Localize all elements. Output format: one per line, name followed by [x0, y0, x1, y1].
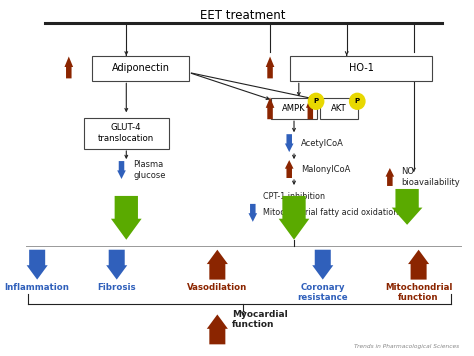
FancyBboxPatch shape: [272, 98, 317, 119]
Polygon shape: [266, 97, 274, 119]
Text: Plasma
glucose: Plasma glucose: [133, 160, 165, 180]
Text: Trends in Pharmacological Sciences: Trends in Pharmacological Sciences: [354, 344, 459, 349]
Text: Inflammation: Inflammation: [5, 283, 70, 292]
Polygon shape: [285, 134, 293, 152]
Text: NO
bioavailability: NO bioavailability: [401, 167, 460, 187]
Polygon shape: [106, 250, 127, 279]
FancyBboxPatch shape: [320, 98, 358, 119]
Text: Coronary
resistance: Coronary resistance: [298, 283, 348, 302]
Circle shape: [309, 93, 324, 109]
Polygon shape: [207, 314, 228, 344]
Polygon shape: [266, 57, 274, 78]
Polygon shape: [117, 161, 126, 179]
FancyBboxPatch shape: [92, 56, 189, 81]
Polygon shape: [385, 168, 394, 186]
Text: HO-1: HO-1: [349, 63, 374, 73]
Text: MalonylCoA: MalonylCoA: [301, 164, 350, 173]
Text: Adiponectin: Adiponectin: [112, 63, 170, 73]
Polygon shape: [285, 160, 293, 178]
Text: Mitochondrial
function: Mitochondrial function: [385, 283, 452, 302]
Text: GLUT-4
translocation: GLUT-4 translocation: [98, 124, 155, 143]
Polygon shape: [392, 189, 422, 225]
Polygon shape: [111, 196, 142, 240]
Text: EET treatment: EET treatment: [201, 9, 286, 22]
Polygon shape: [248, 204, 257, 222]
Polygon shape: [408, 250, 429, 279]
Text: AcetylCoA: AcetylCoA: [301, 138, 344, 148]
Text: Mitochondrial fatty acid oxidation: Mitochondrial fatty acid oxidation: [264, 208, 399, 218]
Text: Vasodilation: Vasodilation: [187, 283, 247, 292]
Polygon shape: [207, 250, 228, 279]
FancyBboxPatch shape: [83, 118, 169, 148]
Polygon shape: [27, 250, 48, 279]
Text: P: P: [313, 98, 319, 104]
Text: Myocardial
function: Myocardial function: [232, 310, 287, 329]
Text: CPT-1 inhibition: CPT-1 inhibition: [263, 192, 325, 201]
Circle shape: [350, 93, 365, 109]
Text: Fibrosis: Fibrosis: [97, 283, 136, 292]
Polygon shape: [312, 250, 333, 279]
Polygon shape: [64, 57, 73, 78]
FancyBboxPatch shape: [290, 56, 432, 81]
Text: P: P: [355, 98, 360, 104]
Text: AMPK: AMPK: [282, 104, 306, 113]
Polygon shape: [279, 196, 310, 240]
Text: AKT: AKT: [331, 104, 347, 113]
Polygon shape: [306, 97, 315, 119]
